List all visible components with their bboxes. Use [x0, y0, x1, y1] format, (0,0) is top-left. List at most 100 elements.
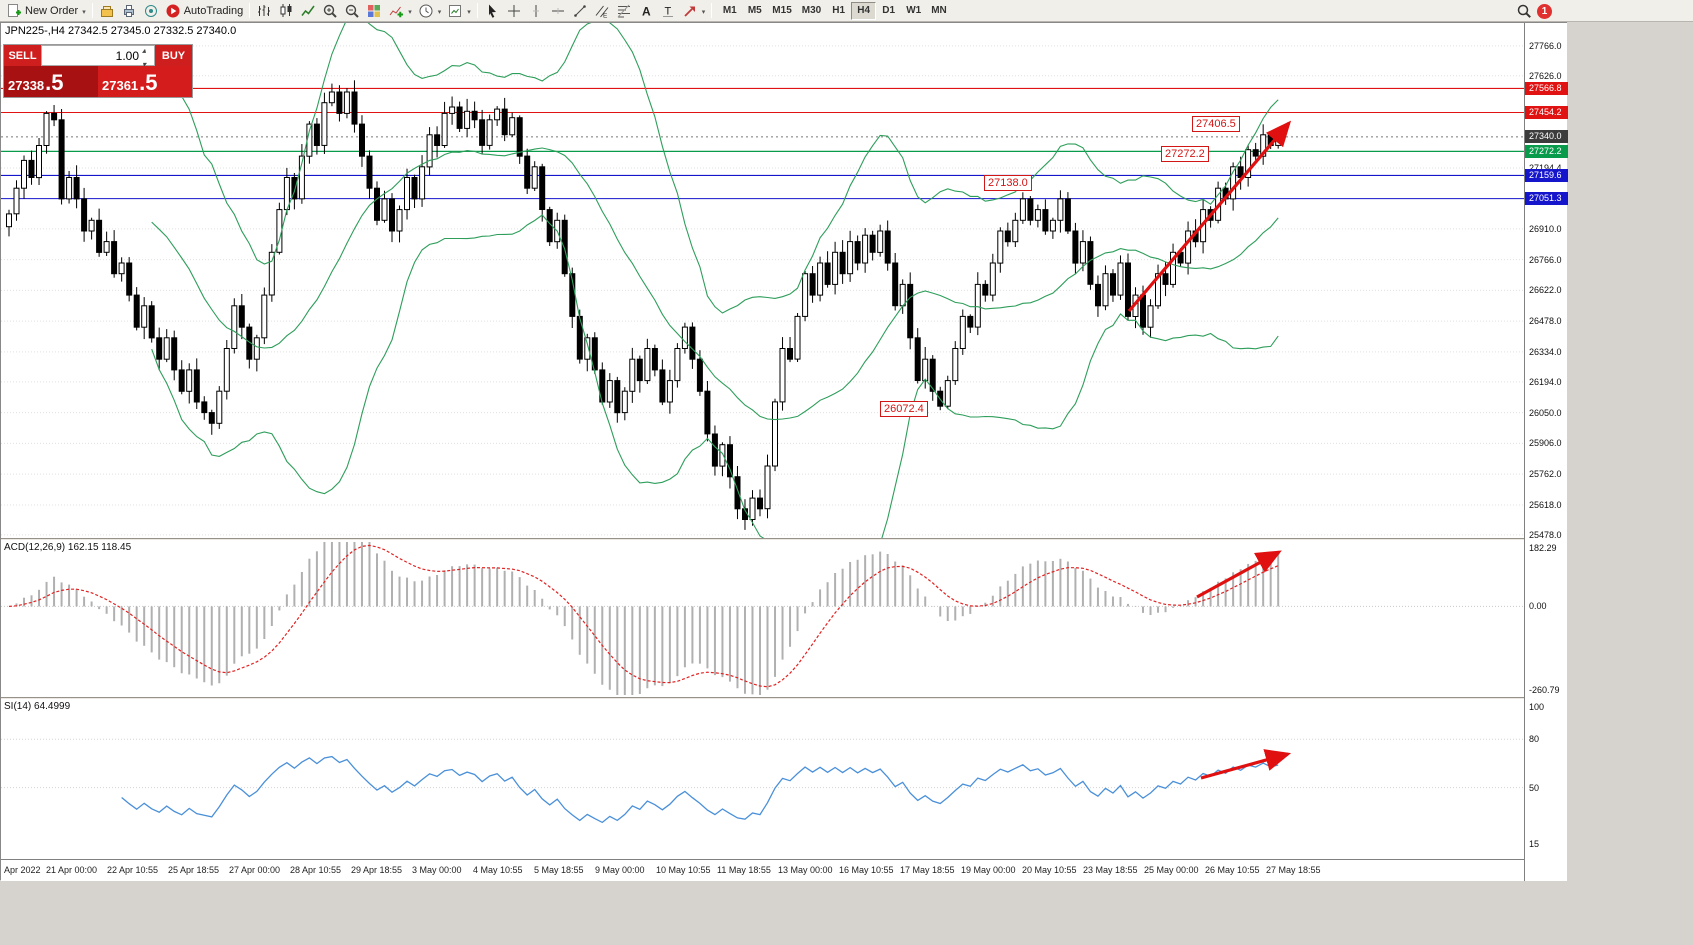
macd-scale-label: 182.29 [1529, 543, 1557, 553]
equidistant-channel-button[interactable]: E [591, 1, 613, 21]
volume-value[interactable]: 1.00 [115, 48, 139, 63]
dropdown-arrow-icon[interactable] [81, 5, 86, 17]
timeframe-button-m30[interactable]: M30 [801, 5, 822, 16]
zoom-out-button[interactable] [341, 1, 363, 21]
sell-price: 27338 [8, 78, 45, 93]
timeframe-button-m5[interactable]: M5 [747, 5, 762, 16]
chart-symbol-header: JPN225-,H4 27342.5 27345.0 27332.5 27340… [5, 25, 237, 37]
autoplay-icon [165, 3, 181, 19]
macd-scale-label: -260.79 [1529, 685, 1560, 695]
indicators-button[interactable] [385, 1, 415, 21]
indicators-icon [388, 3, 404, 19]
profiles-button[interactable] [96, 1, 118, 21]
toolbar: New Order AutoTrading E A T M1 M5 M15 M30 H1 H4 D1… [0, 0, 1693, 22]
sell-button[interactable]: 27338 .5 [4, 66, 98, 97]
buy-button[interactable]: 27361 .5 [98, 66, 192, 97]
main-price-pane[interactable] [1, 23, 1524, 538]
price-scale-label: 27194.4 [1529, 163, 1562, 173]
time-axis-label: 4 May 10:55 [473, 865, 523, 875]
timeframe-button-m1[interactable]: M1 [722, 5, 737, 16]
templates-button[interactable] [444, 1, 474, 21]
crosshair-button[interactable] [503, 1, 525, 21]
buy-tab[interactable]: BUY [155, 45, 192, 66]
time-axis-label: 5 May 18:55 [534, 865, 584, 875]
bar-chart-button[interactable] [253, 1, 275, 21]
timeframe-button-mn[interactable]: MN [931, 5, 947, 16]
rsi-scale-label: 15 [1529, 839, 1540, 850]
print-icon [121, 3, 137, 19]
autotrading-button[interactable]: AutoTrading [162, 1, 247, 21]
price-scale-label: 26622.0 [1529, 285, 1562, 296]
price-scale[interactable]: 27766.0 27626.0 27566.8 27454.2 27340.0 27272… [1524, 23, 1568, 881]
cursor-icon [484, 3, 500, 19]
timeframe-button-d1[interactable]: D1 [882, 5, 896, 16]
volume-stepper[interactable]: 1.00 [41, 45, 155, 66]
horizontal-line-button[interactable] [547, 1, 569, 21]
time-axis-label: 19 May 00:00 [961, 865, 1016, 875]
time-axis-label: 13 May 00:00 [778, 865, 833, 875]
rsi-scale-label: 80 [1529, 734, 1540, 745]
timeframe-button-h4[interactable]: H4 [851, 1, 877, 20]
vertical-line-button[interactable] [525, 1, 547, 21]
dropdown-arrow-icon[interactable] [407, 5, 412, 17]
price-line-label: 27566.8 [1525, 81, 1568, 95]
line-chart-button[interactable] [297, 1, 319, 21]
dropdown-arrow-icon[interactable] [437, 5, 442, 17]
buy-price-fraction: .5 [139, 70, 158, 95]
price-callout[interactable]: 27138.0 [984, 175, 1032, 191]
channel-icon: E [594, 3, 610, 19]
periods-button[interactable] [415, 1, 445, 21]
candlestick-chart-button[interactable] [275, 1, 297, 21]
price-callout[interactable]: 27406.5 [1192, 116, 1240, 132]
text-button[interactable]: A [635, 1, 657, 21]
pane-separator[interactable] [1, 538, 1566, 540]
tile-windows-button[interactable] [363, 1, 385, 21]
arrows-button[interactable] [679, 1, 709, 21]
cursor-button[interactable] [481, 1, 503, 21]
fibonacci-button[interactable] [613, 1, 635, 21]
candles-icon [278, 3, 294, 19]
sell-tab[interactable]: SELL [4, 45, 41, 66]
svg-text:E: E [603, 12, 608, 19]
clock-icon [418, 3, 434, 19]
labelT-icon: T [660, 3, 676, 19]
time-axis-label: 17 May 18:55 [900, 865, 955, 875]
time-axis[interactable]: Apr 2022 21 Apr 00:00 22 Apr 10:55 25 Apr 1… [1, 859, 1524, 881]
fibo-icon [616, 3, 632, 19]
macd-indicator-label: ACD(12,26,9) 162.15 118.45 [4, 542, 132, 553]
price-callout[interactable]: 27272.2 [1161, 146, 1209, 162]
price-scale-label: 26334.0 [1529, 346, 1562, 357]
print-button[interactable] [118, 1, 140, 21]
timeframe-button-h1[interactable]: H1 [832, 5, 846, 16]
toolbar-buttons: New Order AutoTrading E A T [3, 0, 715, 22]
price-callout[interactable]: 26072.4 [880, 401, 928, 417]
time-axis-label: 27 Apr 00:00 [229, 865, 281, 875]
macd-pane[interactable] [1, 540, 1524, 697]
macd-scale-label: 0.00 [1529, 601, 1547, 612]
news-button[interactable] [140, 1, 162, 21]
trendline-button[interactable] [569, 1, 591, 21]
textA-icon: A [638, 3, 654, 19]
dropdown-arrow-icon[interactable] [701, 5, 706, 17]
volume-up-icon[interactable] [142, 42, 152, 56]
new-order-button[interactable]: New Order [3, 1, 89, 21]
svg-text:A: A [642, 4, 651, 18]
pane-separator[interactable] [1, 697, 1566, 699]
sell-price-fraction: .5 [45, 70, 64, 95]
price-scale-label: 25906.0 [1529, 438, 1562, 449]
time-axis-label: Apr 2022 [4, 865, 41, 875]
sound-icon [143, 3, 159, 19]
price-scale-label: 26194.0 [1529, 376, 1562, 387]
rsi-indicator-label: SI(14) 64.4999 [4, 701, 71, 712]
price-scale-label: 27626.0 [1529, 70, 1562, 81]
dropdown-arrow-icon[interactable] [466, 5, 471, 17]
text-label-button[interactable]: T [657, 1, 679, 21]
timeframe-button-w1[interactable]: W1 [906, 5, 922, 16]
rsi-pane[interactable] [1, 699, 1524, 857]
toolbar-separator [476, 3, 478, 18]
chart-window[interactable]: JPN225-,H4 27342.5 27345.0 27332.5 27340… [0, 22, 1568, 881]
search-icon[interactable] [1516, 3, 1532, 19]
notification-badge[interactable]: 1 [1537, 3, 1552, 19]
zoom-in-button[interactable] [319, 1, 341, 21]
timeframe-button-m15[interactable]: M15 [772, 5, 792, 16]
